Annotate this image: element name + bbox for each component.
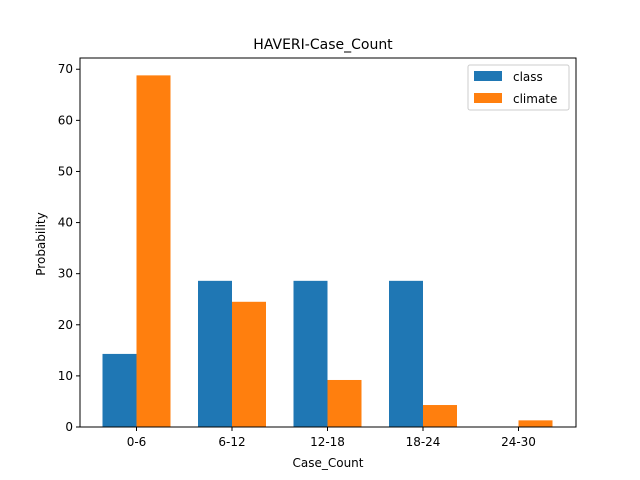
legend-label-climate: climate xyxy=(513,92,557,106)
bar-climate-0-6 xyxy=(136,75,171,427)
bar-class-18-24 xyxy=(389,280,423,427)
y-tick-label: 0 xyxy=(65,420,73,434)
x-tick-label: 12-18 xyxy=(310,435,345,449)
y-tick-label: 20 xyxy=(58,318,73,332)
y-tick-label: 40 xyxy=(58,216,73,230)
legend-swatch-climate xyxy=(474,93,502,103)
legend-label-class: class xyxy=(513,70,543,84)
x-tick-label: 18-24 xyxy=(406,435,441,449)
bar-class-12-18 xyxy=(293,280,328,427)
bar-climate-6-12 xyxy=(232,301,266,427)
legend: class climate xyxy=(467,64,570,111)
y-tick-label: 70 xyxy=(58,62,73,76)
chart-title: HAVERI-Case_Count xyxy=(253,37,393,53)
bar-climate-24-30 xyxy=(518,420,553,427)
y-tick-label: 30 xyxy=(58,267,73,281)
y-tick-label: 10 xyxy=(58,369,73,383)
x-tick-label: 24-30 xyxy=(501,435,536,449)
axes-layer: 0 10 20 30 40 50 60 70 0-6 6-12 12-18 18-24 24-30 xyxy=(58,57,577,449)
x-tick-label: 0-6 xyxy=(127,435,147,449)
x-tick-label: 6-12 xyxy=(218,435,245,449)
y-tick-label: 50 xyxy=(58,164,73,178)
bar-climate-12-18 xyxy=(327,379,362,427)
bar-class-0-6 xyxy=(102,353,137,427)
bars-layer xyxy=(102,75,553,427)
y-tick-label: 60 xyxy=(58,113,73,127)
bar-climate-18-24 xyxy=(423,405,457,427)
x-axis-label: Case_Count xyxy=(292,456,363,470)
bar-class-6-12 xyxy=(198,280,232,427)
y-axis-label: Probability xyxy=(34,212,48,275)
legend-swatch-class xyxy=(474,71,502,81)
